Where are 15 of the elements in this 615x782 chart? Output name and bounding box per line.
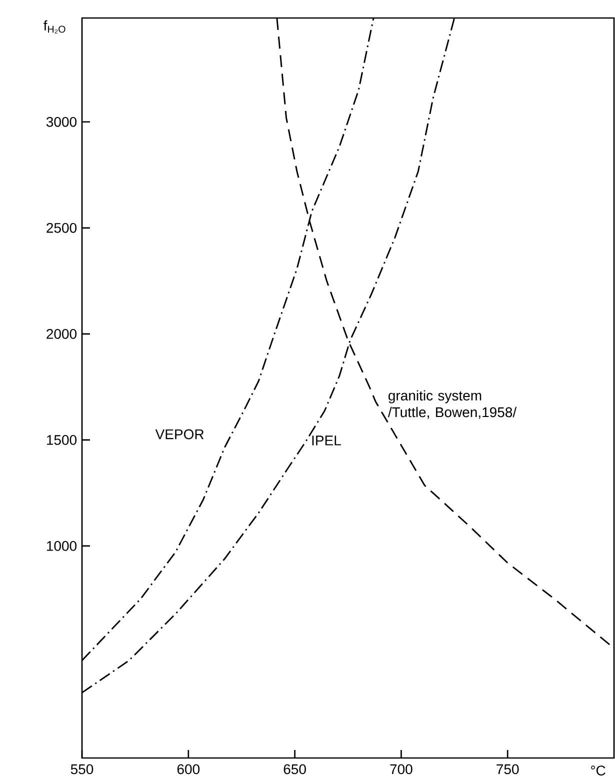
y-tick-label: 1000 (46, 541, 77, 551)
y-axis-title: f$_{H₂O}$ (44, 20, 66, 34)
series-label: VEPOR (155, 429, 204, 440)
series-label: IPEL (312, 436, 341, 446)
x-tick-label: 600 (177, 764, 200, 774)
x-tick-label: 550 (70, 764, 94, 774)
y-tick-label: 2500 (46, 222, 77, 233)
x-tick-label: 700 (390, 764, 412, 774)
x-tick-label: 650 (284, 764, 306, 774)
x-axis-title: °C (591, 766, 606, 776)
series-label: granitic system /Tuttle, Bowen,1958/ (388, 390, 517, 419)
y-tick-label: 1500 (46, 435, 77, 445)
y-tick-label: 3000 (46, 116, 77, 127)
y-tick-label: 2000 (46, 328, 77, 339)
x-tick-label: 750 (496, 764, 519, 774)
